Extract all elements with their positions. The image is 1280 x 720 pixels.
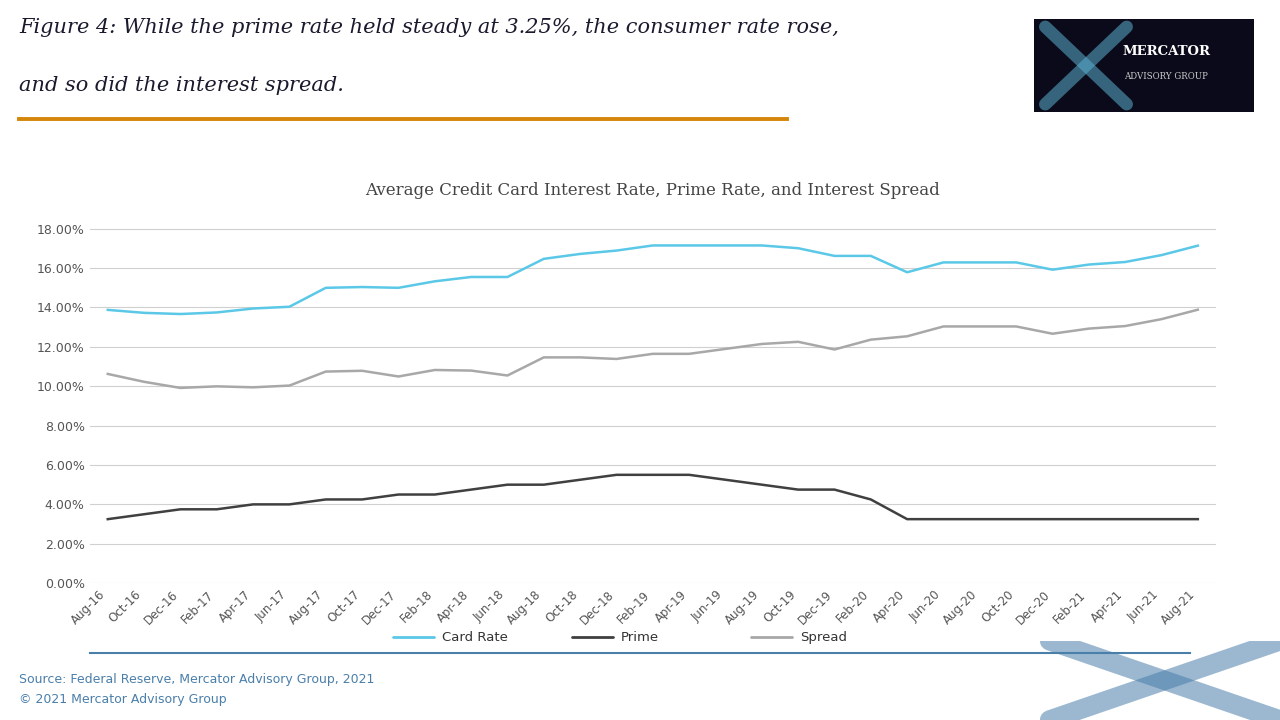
- Text: Figure 4: While the prime rate held steady at 3.25%, the consumer rate rose,: Figure 4: While the prime rate held stea…: [19, 18, 840, 37]
- Text: Source: Federal Reserve, Mercator Advisory Group, 2021: Source: Federal Reserve, Mercator Adviso…: [19, 673, 375, 686]
- Text: and so did the interest spread.: and so did the interest spread.: [19, 76, 344, 94]
- Title: Average Credit Card Interest Rate, Prime Rate, and Interest Spread: Average Credit Card Interest Rate, Prime…: [365, 182, 941, 199]
- Text: © 2021 Mercator Advisory Group: © 2021 Mercator Advisory Group: [19, 693, 227, 706]
- Text: MERCATOR: MERCATOR: [1123, 45, 1211, 58]
- Text: Card Rate: Card Rate: [442, 631, 507, 644]
- Text: Prime: Prime: [621, 631, 659, 644]
- Text: Spread: Spread: [800, 631, 847, 644]
- Text: ADVISORY GROUP: ADVISORY GROUP: [1124, 72, 1208, 81]
